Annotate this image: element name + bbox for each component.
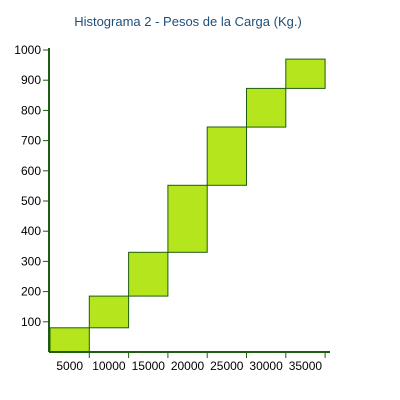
chart-title: Histograma 2 - Pesos de la Carga (Kg.) xyxy=(74,14,302,29)
y-tick-label: 1000 xyxy=(14,43,41,57)
histogram-bar xyxy=(167,184,208,253)
x-axis-ticks: 5000 10000 15000 20000 25000 30000 35000 xyxy=(56,352,326,373)
y-tick-label: 400 xyxy=(21,224,41,238)
x-tick-label: 5000 xyxy=(56,359,83,373)
x-tick-label: 15000 xyxy=(132,359,166,373)
x-tick-label: 10000 xyxy=(92,359,126,373)
histogram-bar xyxy=(49,327,90,353)
axes-group xyxy=(48,48,330,353)
y-tick-label: 200 xyxy=(21,285,41,299)
y-tick-label: 700 xyxy=(21,134,41,148)
y-tick-label: 300 xyxy=(21,254,41,268)
bars-group xyxy=(49,58,326,353)
y-tick-label: 600 xyxy=(21,164,41,178)
histogram-bar xyxy=(246,87,287,128)
x-tick-label: 20000 xyxy=(171,359,205,373)
y-tick-label: 100 xyxy=(21,315,41,329)
y-axis-ticks: 100 200 300 400 500 600 700 800 900 1000 xyxy=(14,43,49,329)
histogram-bar xyxy=(285,58,326,89)
x-tick-label: 35000 xyxy=(289,359,323,373)
histogram-bar xyxy=(206,126,247,186)
histogram-bar xyxy=(88,295,130,329)
y-tick-label: 900 xyxy=(21,73,41,87)
y-tick-label: 500 xyxy=(21,194,41,208)
x-tick-label: 30000 xyxy=(249,359,283,373)
y-tick-label: 800 xyxy=(21,103,41,117)
x-tick-label: 25000 xyxy=(210,359,244,373)
histogram-bar xyxy=(128,251,169,297)
